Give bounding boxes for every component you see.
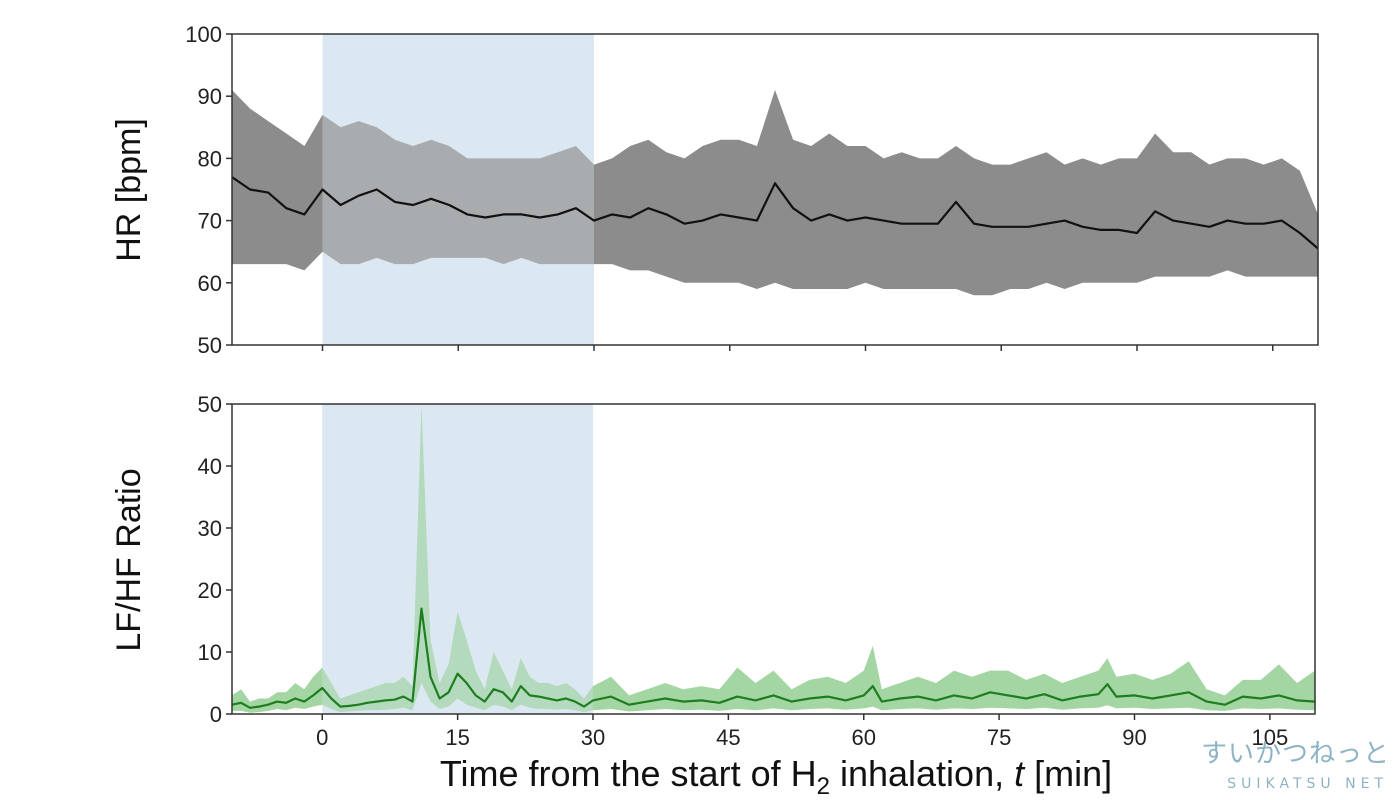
lf-xtick-label: 30 [581, 725, 605, 750]
hr-panel: 50 60 70 80 90 100 HR [bpm] [110, 22, 1319, 358]
hr-inhalation-period-overlay [322, 34, 594, 345]
lf-xtick-label: 60 [852, 725, 876, 750]
watermark-logo-text: すいかつねっと [1200, 739, 1390, 769]
hr-ylabel: HR [bpm] [110, 118, 148, 262]
lf-xtick-label: 0 [316, 725, 328, 750]
lf-xtick-label: 45 [716, 725, 740, 750]
hr-confidence-band [232, 90, 1318, 296]
hr-ytick-label: 80 [198, 146, 222, 171]
lf-inhalation-period-overlay [322, 404, 593, 714]
lf-ytick-label: 0 [210, 702, 222, 727]
hr-ytick-label: 90 [198, 84, 222, 109]
lf-xtick-label: 15 [445, 725, 469, 750]
hr-mean-line [231, 176, 1319, 250]
lf-xtick-label: 90 [1122, 725, 1146, 750]
lfhf-ylabel: LF/HF Ratio [110, 468, 148, 651]
hr-ytick-label: 70 [198, 209, 222, 234]
lf-mean-line [231, 607, 1316, 709]
xlabel-after: [min] [1024, 753, 1112, 794]
watermark-logo-subtext: SUIKATSU NET [1227, 776, 1388, 792]
lf-xtick-label: 105 [1252, 725, 1289, 750]
lf-xtick-label: 75 [987, 725, 1011, 750]
hr-plot-frame [231, 33, 1319, 346]
lf-ytick-label: 10 [198, 640, 222, 665]
hr-ytick-label: 100 [185, 22, 222, 47]
hr-ytick-label: 50 [198, 333, 222, 358]
lf-ytick-label: 30 [198, 516, 222, 541]
x-axis-title: Time from the start of H2 inhalation, t … [440, 753, 1112, 800]
xlabel-italic: t [1014, 753, 1026, 794]
lf-ytick-label: 50 [198, 392, 222, 417]
lf-ytick-label: 20 [198, 578, 222, 603]
xlabel-middle: inhalation, [830, 753, 1014, 794]
lf-ytick-label: 40 [198, 454, 222, 479]
xlabel-subscript: 2 [817, 773, 830, 800]
xlabel-before: Time from the start of H [440, 753, 817, 794]
hr-ytick-label: 60 [198, 271, 222, 296]
lfhf-plot-frame [231, 403, 1316, 715]
lfhf-panel: 0 10 20 30 40 50 0 15 30 45 60 75 90 105 LF/HF Ratio… [110, 392, 1316, 800]
